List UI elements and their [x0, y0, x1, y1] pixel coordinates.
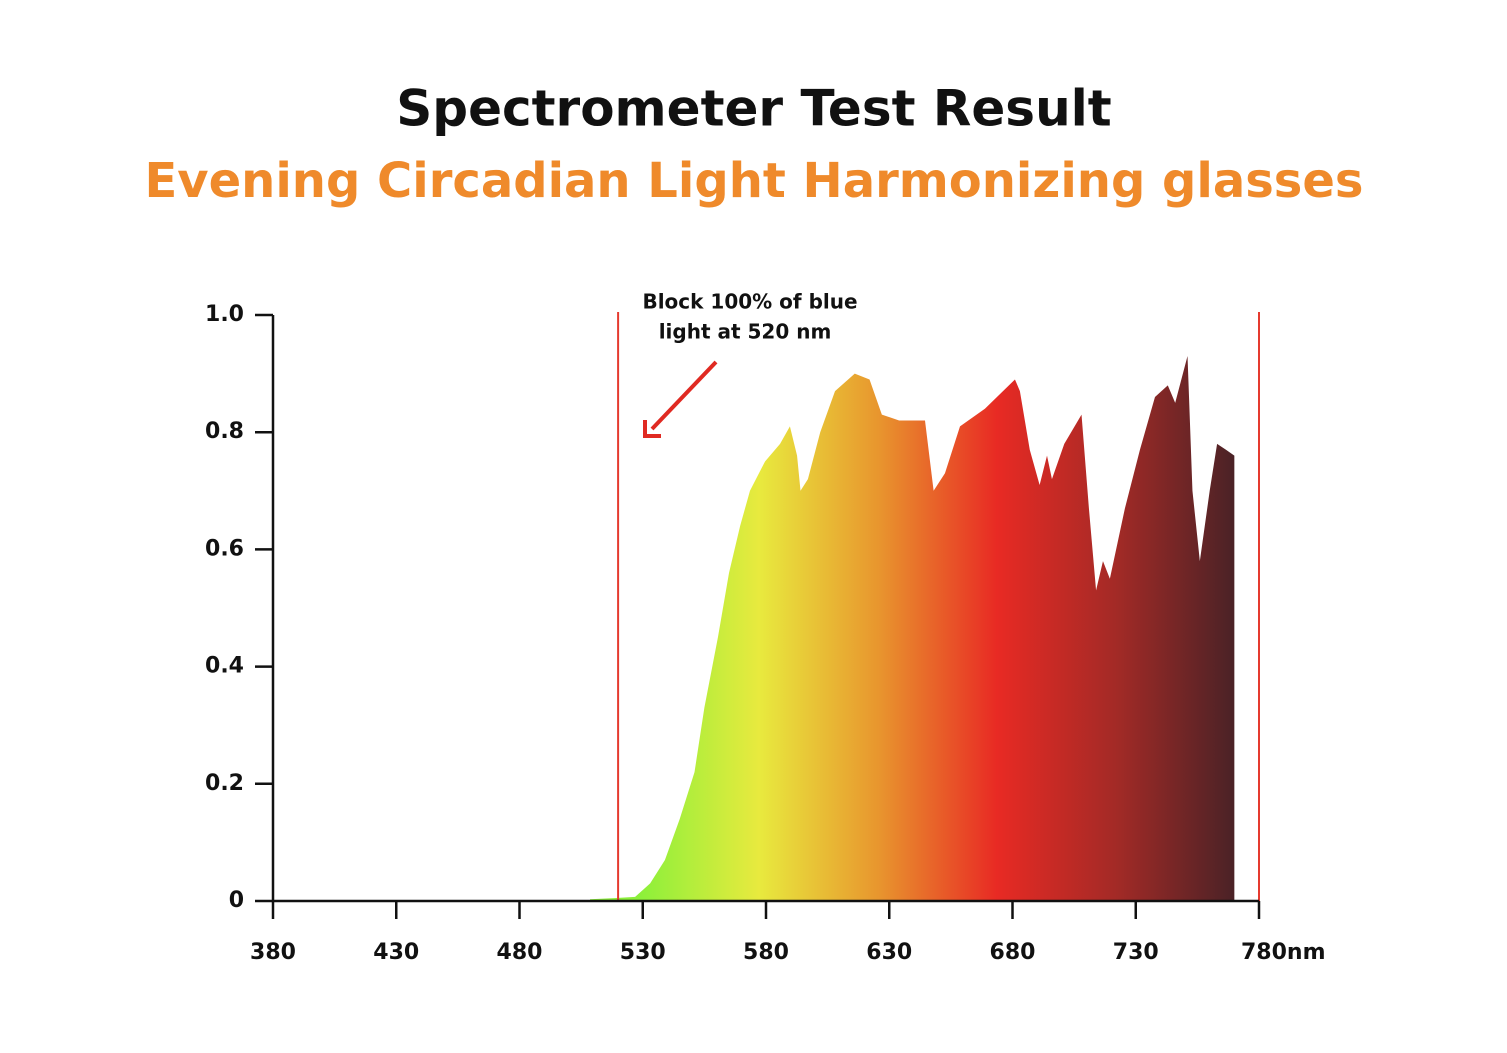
- plot: [589, 312, 1260, 901]
- y-tick-label: 0.6: [205, 536, 244, 561]
- area: [589, 356, 1235, 901]
- annotation: Block 100% of blue: [642, 290, 857, 314]
- x-tick-label: 730: [1113, 940, 1159, 965]
- x-tick-label: 580: [743, 940, 789, 965]
- chart-title: Spectrometer Test Result: [396, 80, 1111, 138]
- x-tick-label: 680: [990, 940, 1036, 965]
- annotation-arrow: [650, 360, 718, 431]
- x-tick-label: 480: [497, 940, 543, 965]
- y-tick-label: 0.8: [205, 419, 244, 444]
- x-tick-label: 780nm: [1241, 940, 1326, 965]
- x-tick-label: 530: [620, 940, 666, 965]
- chart-subtitle: Evening Circadian Light Harmonizing glas…: [145, 153, 1364, 209]
- x-tick-label: 380: [250, 940, 296, 965]
- annotation-arrowhead: [643, 420, 661, 438]
- y-tick-label: 1.0: [205, 302, 244, 327]
- y-tick-label: 0.2: [205, 771, 244, 796]
- x-tick-label: 430: [373, 940, 419, 965]
- x-tick-label: 630: [866, 940, 912, 965]
- y-tick-label: 0.4: [205, 654, 244, 679]
- y-tick-label: 0: [229, 888, 244, 913]
- annotation: light at 520 nm: [659, 320, 832, 344]
